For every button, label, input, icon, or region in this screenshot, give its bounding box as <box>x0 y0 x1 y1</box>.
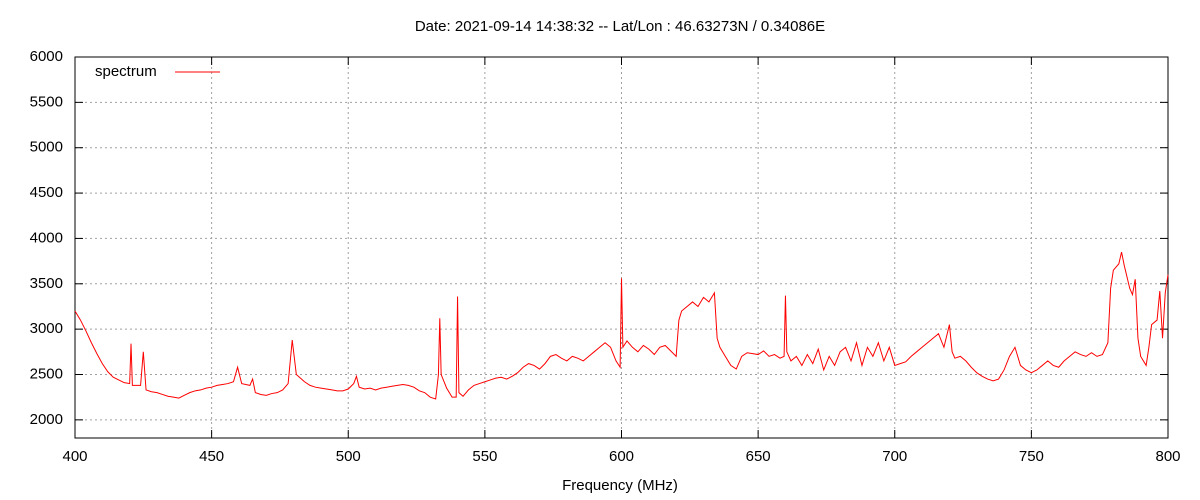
y-tick-label: 6000 <box>30 48 63 65</box>
x-tick-label: 500 <box>336 448 361 465</box>
x-axis-label: Frequency (MHz) <box>562 477 678 494</box>
x-tick-label: 750 <box>1019 448 1044 465</box>
chart-title: Date: 2021-09-14 14:38:32 -- Lat/Lon : 4… <box>415 18 825 35</box>
x-tick-label: 550 <box>472 448 497 465</box>
x-tick-label: 800 <box>1155 448 1180 465</box>
series-line <box>74 251 1169 400</box>
x-tick-label: 700 <box>882 448 907 465</box>
y-tick-label: 3000 <box>30 320 63 337</box>
y-tick-label: 5000 <box>30 139 63 156</box>
x-tick-label: 400 <box>62 448 87 465</box>
x-tick-label: 650 <box>746 448 771 465</box>
x-tick-label: 450 <box>199 448 224 465</box>
y-tick-label: 4000 <box>30 229 63 246</box>
y-tick-label: 5500 <box>30 93 63 110</box>
y-tick-label: 2500 <box>30 365 63 382</box>
legend-label: spectrum <box>95 63 157 80</box>
y-tick-label: 2000 <box>30 411 63 428</box>
y-tick-label: 3500 <box>30 275 63 292</box>
plot-border <box>74 56 1169 439</box>
x-tick-label: 600 <box>609 448 634 465</box>
y-tick-label: 4500 <box>30 184 63 201</box>
